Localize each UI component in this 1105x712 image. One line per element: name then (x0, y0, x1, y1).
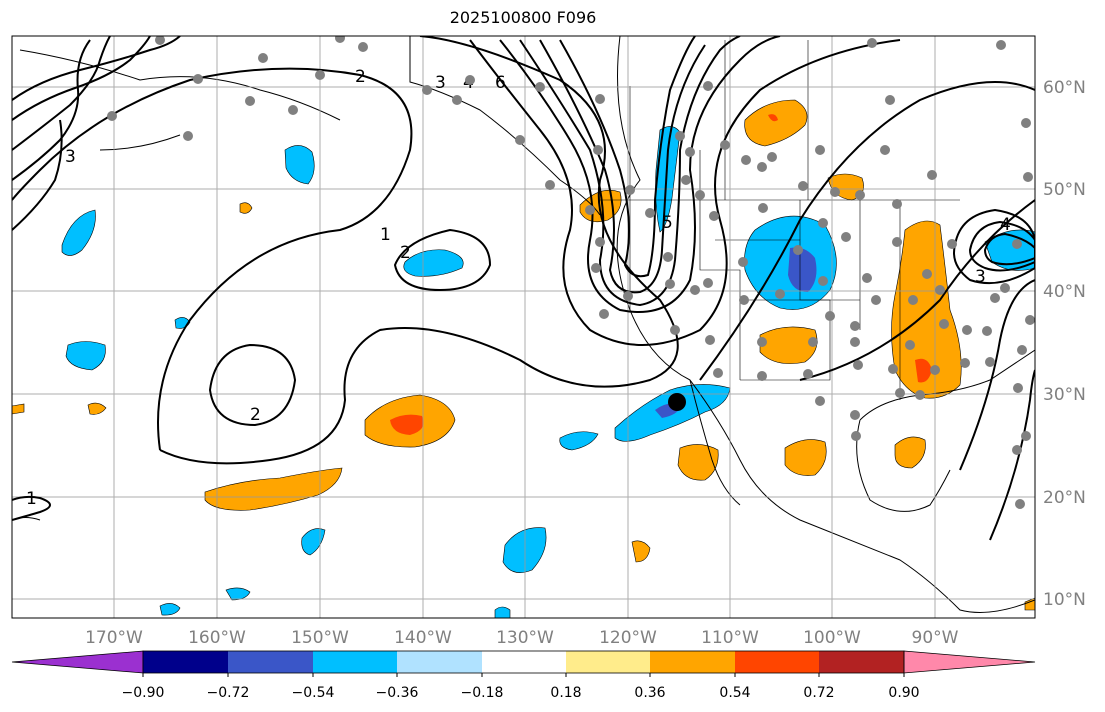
colorbar (11, 650, 1036, 677)
orange-region (631, 540, 651, 563)
blue-region (159, 603, 181, 616)
orange-region (677, 444, 719, 481)
latitude-labels: 60°N 50°N 40°N 30°N 20°N 10°N (1043, 78, 1086, 610)
lon-label: 100°W (803, 628, 861, 648)
orange-region (204, 467, 343, 511)
colorbar-tick-label: 0.54 (719, 685, 750, 701)
lon-label: 140°W (394, 628, 452, 648)
colorbar-segment (397, 651, 482, 673)
contour-label: 2 (355, 67, 366, 87)
orange-region (390, 414, 424, 435)
colorbar-tick-label: −0.72 (207, 685, 250, 701)
contour-label: 3 (975, 267, 986, 287)
contour-label: 1 (380, 225, 391, 245)
blue-region (559, 431, 599, 451)
blue-region (65, 341, 106, 371)
contour-label: 2 (250, 405, 261, 425)
lon-label: 160°W (188, 628, 246, 648)
contour-label: 4 (1000, 215, 1011, 235)
map-title: 2025100800 F096 (449, 8, 597, 27)
blue-region (494, 606, 511, 618)
colorbar-segment (143, 651, 228, 673)
colorbar-frame (142, 650, 905, 674)
lon-label: 90°W (912, 628, 959, 648)
colorbar-segment (903, 650, 1036, 674)
contour-label: 1 (26, 489, 37, 509)
colorbar-tick-label: 0.36 (634, 685, 665, 701)
contour-label: 6 (495, 73, 506, 93)
orange-region (894, 436, 926, 469)
colorbar-segment (819, 651, 904, 673)
colorbar-segment (566, 651, 650, 673)
focus-marker (668, 393, 686, 411)
colorbar-labels: −0.90 −0.72 −0.54 −0.36 −0.18 0.18 0.36 … (122, 685, 920, 701)
colorbar-tick-label: −0.18 (461, 685, 504, 701)
blue-region (788, 247, 817, 292)
lat-label: 30°N (1043, 385, 1086, 405)
contour-label: 3 (65, 147, 76, 167)
shaded-fields (12, 99, 1035, 618)
orange-region (759, 326, 818, 364)
lat-label: 10°N (1043, 590, 1086, 610)
station-dots (107, 36, 1035, 509)
contour-label: 5 (662, 213, 673, 233)
longitude-labels: 170°W 160°W 150°W 140°W 130°W 120°W 110°… (85, 628, 959, 648)
colorbar-segment (228, 651, 313, 673)
lon-label: 110°W (701, 628, 759, 648)
colorbar-segment (482, 651, 566, 673)
coastlines (12, 36, 1035, 613)
blue-region (655, 126, 681, 233)
orange-region (239, 202, 253, 214)
colorbar-tick-label: −0.54 (292, 685, 335, 701)
colorbar-segment (650, 651, 735, 673)
colorbar-tick-label: −0.90 (122, 685, 165, 701)
blue-region (61, 209, 96, 256)
lon-label: 120°W (599, 628, 657, 648)
contour-label: 2 (400, 243, 411, 263)
lon-label: 130°W (496, 628, 554, 648)
lat-label: 60°N (1043, 78, 1086, 98)
lat-label: 40°N (1043, 282, 1086, 302)
colorbar-tick-label: −0.36 (376, 685, 419, 701)
colorbar-segment (313, 651, 397, 673)
blue-region (403, 249, 464, 277)
lon-label: 150°W (291, 628, 349, 648)
orange-region (915, 358, 932, 383)
orange-region (744, 99, 808, 147)
orange-region (12, 403, 25, 415)
lat-label: 20°N (1043, 488, 1086, 508)
orange-region (784, 439, 827, 476)
lon-label: 170°W (85, 628, 143, 648)
orange-region (891, 220, 962, 399)
orange-region (87, 402, 107, 415)
colorbar-tick-label: 0.72 (803, 685, 834, 701)
orange-region (768, 114, 778, 122)
plot-frame (11, 35, 1036, 619)
colorbar-tick-label: 0.90 (888, 685, 919, 701)
contour-lines (12, 36, 1035, 541)
blue-region (225, 587, 251, 601)
colorbar-segment (11, 650, 144, 674)
contour-label: 3 (435, 73, 446, 93)
lat-label: 50°N (1043, 180, 1086, 200)
colorbar-tick-label: 0.18 (550, 685, 581, 701)
colorbar-segment (735, 651, 819, 673)
blue-region (284, 145, 315, 185)
grid-lines (12, 36, 1035, 618)
